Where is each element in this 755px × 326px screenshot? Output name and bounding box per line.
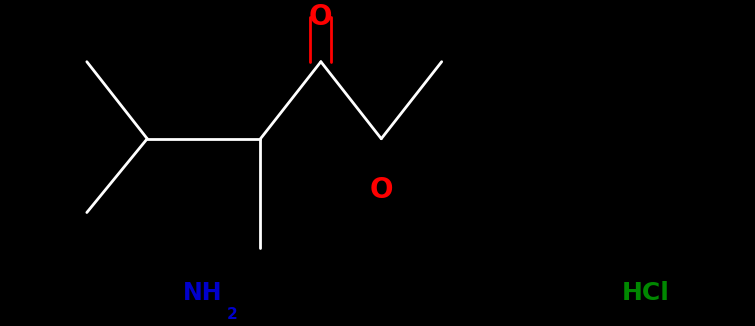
Text: O: O — [369, 176, 393, 204]
Text: O: O — [309, 3, 333, 31]
Text: HCl: HCl — [621, 281, 670, 305]
Text: 2: 2 — [226, 307, 237, 322]
Text: NH: NH — [183, 281, 223, 305]
